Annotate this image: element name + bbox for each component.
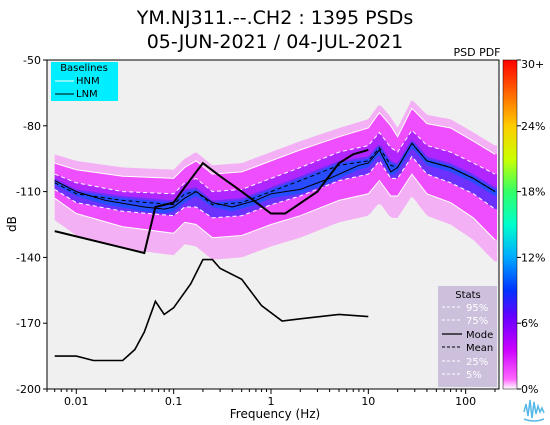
chart-title: YM.NJ311.--.CH2 : 1395 PSDs xyxy=(136,7,413,29)
x-axis: 0.01 0.1 1 10 100 xyxy=(46,389,496,408)
curves-layer xyxy=(54,107,496,362)
baselines-legend-title: Baselines xyxy=(60,63,108,74)
5pct-curve xyxy=(54,173,496,241)
y-axis: -50 -80 -110 -140 -170 -200 xyxy=(16,54,47,396)
chart-subtitle: 05-JUN-2021 / 04-JUL-2021 xyxy=(147,31,404,53)
hnm-legend-label: HNM xyxy=(76,76,100,87)
colorbar-tick-label: 12% xyxy=(521,251,545,264)
y-tick-label: -110 xyxy=(16,186,41,199)
mean-legend-label: Mean xyxy=(466,343,493,354)
colorbar-tick-label: 18% xyxy=(521,186,545,199)
lnm-curve xyxy=(54,258,369,362)
p25-legend-label: 25% xyxy=(466,357,488,368)
colorbar-tick-label: 0% xyxy=(521,383,538,396)
stats-legend-title: Stats xyxy=(455,290,481,301)
x-tick-label: 1 xyxy=(267,395,274,408)
colorbar-tick-label: 30+ xyxy=(521,58,544,71)
y-tick-label: -170 xyxy=(16,317,41,330)
colorbar-tick-label: 6% xyxy=(521,317,538,330)
hnm-curve xyxy=(54,148,369,255)
p5-legend-label: 5% xyxy=(466,370,482,381)
stats-legend-box xyxy=(438,286,497,387)
x-tick-label: 0.01 xyxy=(64,395,89,408)
y-tick-label: -200 xyxy=(16,383,41,396)
colorbar-title: PSD PDF xyxy=(453,46,500,59)
mode-curve xyxy=(54,142,496,210)
colorbar xyxy=(502,59,518,390)
x-tick-label: 100 xyxy=(455,395,476,408)
stats-legend: Stats 95% 75% Mode Mean 25% 5% xyxy=(438,286,497,387)
density-band xyxy=(54,100,497,262)
p75-legend-label: 75% xyxy=(466,316,488,327)
x-tick-label: 0.1 xyxy=(165,395,183,408)
75pct-curve xyxy=(54,129,496,195)
x-axis-label: Frequency (Hz) xyxy=(230,407,321,421)
y-tick-label: -140 xyxy=(16,251,41,264)
mean-curve xyxy=(54,142,496,206)
y-tick-label: -50 xyxy=(23,54,41,67)
colorbar-ticks: 0% 6% 12% 18% 24% 30+ xyxy=(517,58,545,396)
p95-legend-label: 95% xyxy=(466,303,488,314)
baselines-legend: Baselines HNM LNM xyxy=(51,62,118,101)
mode-legend-label: Mode xyxy=(466,330,493,341)
95pct-curve xyxy=(54,107,496,179)
lnm-legend-label: LNM xyxy=(76,89,98,100)
logo-icon xyxy=(523,399,545,422)
y-axis-label: dB xyxy=(5,216,19,232)
y-tick-label: -80 xyxy=(23,120,41,133)
plot-frame xyxy=(46,59,500,390)
density-core-band xyxy=(54,142,497,214)
x-tick-label: 10 xyxy=(361,395,375,408)
colorbar-tick-label: 24% xyxy=(521,120,545,133)
density-mid-band xyxy=(54,131,497,218)
